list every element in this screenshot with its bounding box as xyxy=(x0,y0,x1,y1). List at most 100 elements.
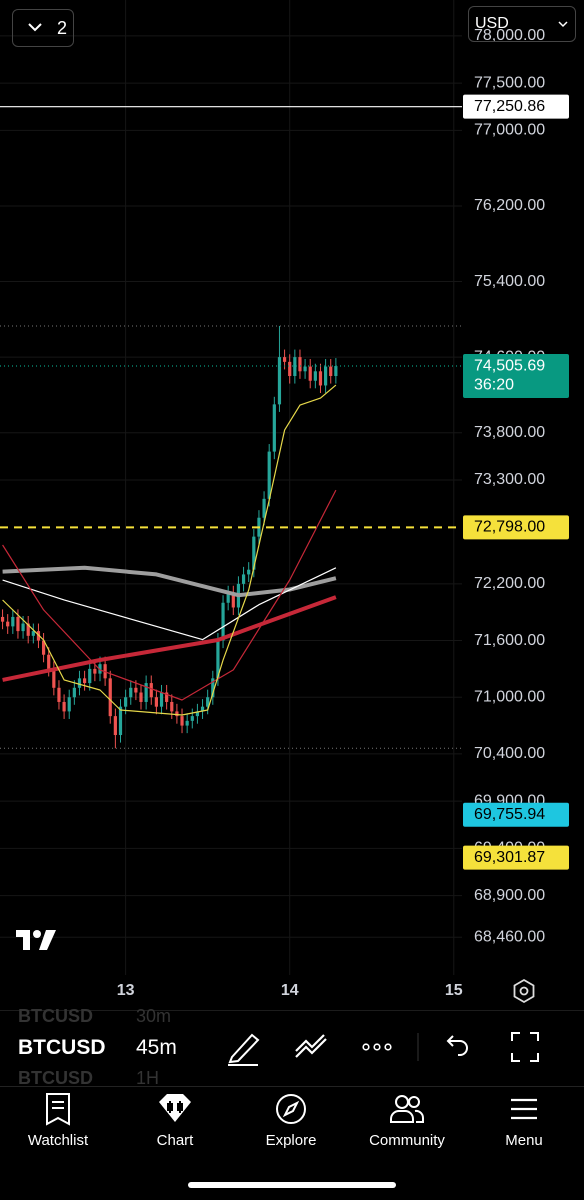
nav-label: Menu xyxy=(505,1132,543,1149)
currency: USD xyxy=(475,15,509,32)
candle-body xyxy=(252,536,256,570)
nav-label: Chart xyxy=(156,1132,194,1149)
candle-body xyxy=(83,678,87,684)
moving-average xyxy=(2,384,337,716)
currency-select[interactable]: USD xyxy=(468,6,576,42)
countdown: 36:20 xyxy=(474,376,514,393)
candle-body xyxy=(324,366,328,386)
y-tick-label: 68,460.00 xyxy=(474,928,545,945)
candle-body xyxy=(124,697,128,707)
y-tick-label: 76,200.00 xyxy=(474,197,545,214)
caret-icon xyxy=(558,21,568,28)
candle-body xyxy=(216,640,220,679)
candle-body xyxy=(159,692,164,707)
candle-body xyxy=(211,678,215,698)
y-tick-label: 77,000.00 xyxy=(474,122,545,139)
candle-body xyxy=(175,711,179,717)
y-tick-label: 75,400.00 xyxy=(474,273,545,290)
nav-menu[interactable]: Menu xyxy=(466,1090,582,1160)
candle-body xyxy=(298,357,302,372)
candle-body xyxy=(144,683,148,702)
price-badge xyxy=(463,515,569,540)
price-badge-label: 74,505.69 xyxy=(474,357,545,374)
candle-body xyxy=(282,357,287,362)
y-tick-label: 77,500.00 xyxy=(474,74,545,91)
candle-body xyxy=(0,616,5,622)
price-badge xyxy=(463,94,569,119)
nav-label: Watchlist xyxy=(27,1132,89,1149)
draw-icon[interactable] xyxy=(228,1033,260,1066)
candle-body xyxy=(72,687,76,698)
y-tick-label: 78,000.00 xyxy=(474,27,545,44)
nav-chart[interactable]: Chart xyxy=(117,1090,233,1160)
candle-body xyxy=(200,706,205,712)
candle-body xyxy=(88,668,92,684)
prev-symbol[interactable]: BTCUSD xyxy=(18,1006,93,1026)
interval-count: 2 xyxy=(57,18,68,38)
nav-explore[interactable]: Explore xyxy=(233,1090,349,1160)
symbol[interactable]: BTCUSD xyxy=(18,1036,106,1059)
y-tick-label: 73,800.00 xyxy=(474,424,545,441)
candle-body xyxy=(11,616,15,627)
nav-community[interactable]: Community xyxy=(349,1090,465,1160)
candle-body xyxy=(165,692,169,702)
moving-average xyxy=(2,567,337,641)
candle-body xyxy=(293,357,297,377)
logo xyxy=(16,930,56,950)
nav-border xyxy=(0,1086,584,1087)
candle-body xyxy=(288,361,292,377)
candle-body xyxy=(134,687,138,693)
interval[interactable]: 45m xyxy=(136,1036,177,1059)
prev-interval[interactable]: 30m xyxy=(136,1006,172,1026)
fullscreen-icon[interactable] xyxy=(511,1032,539,1062)
candle-body xyxy=(277,357,282,405)
price-badge-label: 69,301.87 xyxy=(474,849,545,866)
candle-body xyxy=(26,623,30,636)
x-tick-label: 13 xyxy=(117,982,135,999)
candle-body xyxy=(221,602,225,641)
nav-label: Community xyxy=(369,1132,445,1149)
candle-body xyxy=(247,569,251,575)
next-interval[interactable]: 1H xyxy=(136,1068,160,1088)
candle-body xyxy=(170,701,174,712)
price-badge-label: 69,755.94 xyxy=(474,806,545,823)
more-icon[interactable] xyxy=(362,1043,392,1051)
nav-watchlist[interactable]: Watchlist xyxy=(0,1090,116,1160)
price-badge xyxy=(463,354,569,399)
candle-body xyxy=(6,621,10,627)
candle-body xyxy=(272,404,276,452)
candle-body xyxy=(77,678,82,688)
y-tick-label: 73,300.00 xyxy=(474,471,545,488)
candle-body xyxy=(190,716,194,721)
candle-body xyxy=(67,697,71,712)
chevron-icon xyxy=(28,23,42,32)
candle-body xyxy=(108,678,112,717)
candle-body xyxy=(185,720,189,726)
candle-body xyxy=(334,366,338,377)
candle-body xyxy=(195,711,200,717)
price-badge xyxy=(463,802,569,827)
candle-body xyxy=(139,692,143,702)
candle-body xyxy=(226,593,230,603)
next-symbol[interactable]: BTCUSD xyxy=(18,1068,93,1088)
candle-body xyxy=(231,593,235,608)
community-icon xyxy=(390,1095,425,1123)
candle-body xyxy=(113,716,117,736)
y-tick-label: 71,000.00 xyxy=(474,688,545,705)
x-tick-label: 14 xyxy=(281,982,299,999)
y-tick-label: 71,600.00 xyxy=(474,632,545,649)
indicators-icon[interactable] xyxy=(295,1034,327,1058)
chart: 78,000.00 77,500.00 77,000.00 76,200.00 75,4… xyxy=(0,0,569,999)
y-tick-label: 72,200.00 xyxy=(474,575,545,592)
candle-body xyxy=(98,664,102,674)
candle-body xyxy=(36,631,41,641)
candle-body xyxy=(129,687,133,698)
candle-body xyxy=(31,631,35,636)
nav-label: Explore xyxy=(265,1132,317,1149)
menu-icon xyxy=(511,1098,537,1120)
undo-icon[interactable] xyxy=(446,1035,468,1056)
settings-icon[interactable] xyxy=(511,978,537,1004)
candle-body xyxy=(57,687,61,702)
interval-button[interactable]: 2 xyxy=(12,9,74,47)
